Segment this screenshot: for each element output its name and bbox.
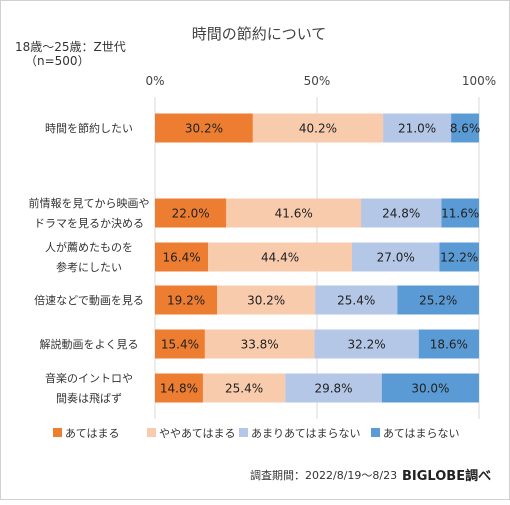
bar-segment: [418, 329, 479, 359]
data-label: 41.6%: [275, 207, 313, 221]
data-label: 21.0%: [398, 122, 436, 136]
x-axis-ticks: 0% 50% 100%: [145, 74, 496, 88]
legend: あてはまる ややあてはまる あまりあてはまらない あてはまらない: [53, 427, 460, 440]
chart-subtitle-line-2: （n=500）: [25, 54, 90, 68]
category-label: 参考にしたい: [56, 260, 122, 274]
bar-segment: [439, 242, 479, 272]
data-label: 30.2%: [185, 122, 223, 136]
brand-label: BIGLOBE調べ: [402, 468, 491, 484]
category-label: ドラマを見るか決める: [34, 217, 144, 230]
legend-swatch: [53, 428, 62, 437]
bar-segments: 30.2% 40.2% 21.0% 8.6% 22.0% 41.6% 24.8% 11.6% 1…: [155, 113, 481, 403]
data-label: 25.2%: [419, 294, 457, 308]
bar-segment: [155, 198, 227, 228]
data-label: 32.2%: [348, 338, 386, 352]
bar-segment: [397, 285, 479, 315]
bar-segment: [351, 242, 440, 272]
category-label: 人が薦めたものを: [45, 240, 133, 254]
bar-segment: [155, 285, 218, 315]
data-label: 19.2%: [167, 294, 205, 308]
bar-segment: [252, 113, 384, 143]
category-label: 解説動画をよく見る: [40, 337, 139, 351]
category-label: 前情報を見てから映画や: [29, 196, 150, 210]
bar-segment: [315, 285, 398, 315]
bar-segment: [204, 329, 315, 359]
bar-segment: [314, 329, 419, 359]
legend-label: あてはまる: [65, 427, 120, 440]
data-label: 30.2%: [247, 294, 285, 308]
bar-segment: [285, 373, 382, 403]
legend-label: あてはまらない: [383, 427, 460, 440]
data-label: 14.8%: [160, 382, 198, 396]
bar-segment: [226, 198, 362, 228]
bar-segment: [208, 242, 352, 272]
data-label: 40.2%: [299, 122, 337, 136]
bar-segment: [441, 198, 479, 228]
category-label: 倍速などで動画を見る: [34, 293, 144, 307]
category-label: 時間を節約したい: [45, 121, 133, 135]
data-label: 22.0%: [172, 207, 210, 221]
bar-segment: [451, 113, 479, 143]
legend-label: あまりあてはまらない: [251, 427, 361, 440]
data-label: 16.4%: [163, 251, 201, 265]
bar-segment: [383, 113, 452, 143]
bar-segment: [155, 242, 209, 272]
legend-swatch: [147, 428, 156, 437]
bar-segment: [202, 373, 286, 403]
bar-segment: [155, 329, 205, 359]
bar-segment: [155, 373, 203, 403]
data-label: 29.8%: [314, 382, 352, 396]
data-label: 12.2%: [440, 251, 478, 265]
data-label: 30.0%: [411, 382, 449, 396]
legend-swatch: [371, 428, 380, 437]
bar-segment: [381, 373, 479, 403]
legend-swatch: [239, 428, 248, 437]
data-label: 18.6%: [430, 338, 468, 352]
chart-title: 時間の節約について: [192, 25, 327, 43]
category-label: 音楽のイントロや: [45, 371, 133, 385]
data-label: 33.8%: [241, 338, 279, 352]
data-label: 15.4%: [161, 338, 199, 352]
category-label: 間奏は飛ばず: [56, 392, 122, 405]
legend-label: ややあてはまる: [159, 427, 236, 440]
category-labels: 時間を節約したい前情報を見てから映画やドラマを見るか決める人が薦めたものを参考に…: [29, 121, 150, 405]
data-label: 27.0%: [377, 251, 415, 265]
x-tick-label: 0%: [145, 74, 164, 88]
data-label: 24.8%: [382, 207, 420, 221]
data-label: 25.4%: [337, 294, 375, 308]
data-label: 25.4%: [225, 382, 263, 396]
survey-period: 調査期間：2022/8/19〜8/23: [250, 468, 397, 482]
bar-segment: [155, 113, 253, 143]
chart-subtitle-line-1: 18歳〜25歳：Z世代: [15, 40, 126, 54]
data-label: 44.4%: [261, 251, 299, 265]
data-label: 11.6%: [441, 207, 479, 221]
x-tick-label: 100%: [462, 74, 496, 88]
bar-segment: [217, 285, 316, 315]
data-label: 8.6%: [450, 122, 481, 136]
x-tick-label: 50%: [304, 74, 331, 88]
bar-segment: [361, 198, 442, 228]
